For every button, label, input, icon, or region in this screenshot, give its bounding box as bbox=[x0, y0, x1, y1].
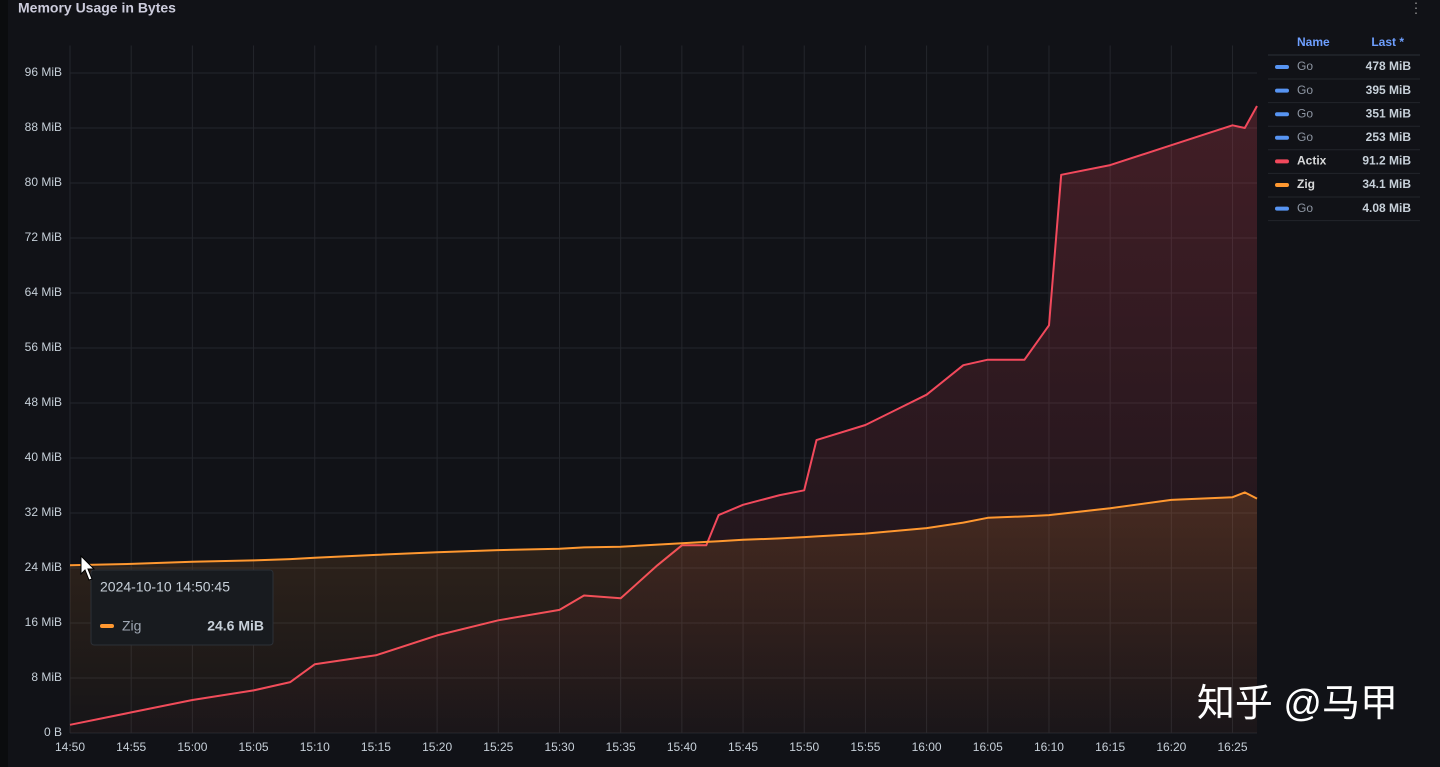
legend-name: Zig bbox=[1297, 177, 1315, 191]
x-tick-label: 15:00 bbox=[177, 740, 207, 754]
legend-header: Name bbox=[1297, 35, 1330, 49]
panel-title: Memory Usage in Bytes bbox=[18, 0, 176, 16]
x-tick-label: 15:55 bbox=[850, 740, 880, 754]
legend-swatch bbox=[1275, 183, 1289, 187]
x-tick-label: 16:15 bbox=[1095, 740, 1125, 754]
legend-last: 395 MiB bbox=[1366, 83, 1412, 97]
x-tick-label: 15:25 bbox=[483, 740, 513, 754]
x-tick-label: 15:50 bbox=[789, 740, 819, 754]
legend-swatch bbox=[1275, 88, 1289, 93]
x-tick-label: 14:50 bbox=[55, 740, 85, 754]
legend-swatch bbox=[1275, 159, 1289, 164]
x-tick-label: 15:45 bbox=[728, 740, 758, 754]
x-tick-label: 16:20 bbox=[1156, 740, 1186, 754]
legend-last: 478 MiB bbox=[1366, 59, 1412, 73]
x-tick-label: 16:00 bbox=[912, 740, 942, 754]
x-tick-label: 15:40 bbox=[667, 740, 697, 754]
legend-name: Actix bbox=[1297, 154, 1327, 168]
legend-name: Go bbox=[1297, 83, 1313, 97]
tooltip: 2024-10-10 14:50:45 Zig 24.6 MiB bbox=[90, 569, 274, 646]
y-tick-label: 88 MiB bbox=[25, 120, 62, 134]
y-tick-label: 96 MiB bbox=[25, 65, 62, 79]
x-tick-label: 15:35 bbox=[606, 740, 636, 754]
series-line bbox=[69, 491, 1258, 567]
y-tick-label: 24 MiB bbox=[25, 560, 62, 574]
x-tick-label: 15:15 bbox=[361, 740, 391, 754]
menu-icon[interactable]: ⋮ bbox=[1409, 0, 1423, 16]
legend-last: 91.2 MiB bbox=[1362, 154, 1411, 168]
y-tick-label: 8 MiB bbox=[31, 670, 62, 684]
x-tick-label: 15:30 bbox=[544, 740, 574, 754]
x-tick-label: 15:10 bbox=[300, 740, 330, 754]
tooltip-time: 2024-10-10 14:50:45 bbox=[100, 579, 230, 595]
y-tick-label: 0 B bbox=[44, 725, 62, 739]
tooltip-value: 24.6 MiB bbox=[207, 618, 264, 634]
legend-swatch bbox=[1275, 65, 1289, 69]
watermark: 知乎 @马甲 bbox=[1197, 683, 1398, 725]
legend-last: 253 MiB bbox=[1366, 130, 1412, 144]
legend-header: Last * bbox=[1371, 35, 1404, 49]
x-tick-label: 14:55 bbox=[116, 740, 146, 754]
legend-last: 351 MiB bbox=[1366, 106, 1412, 120]
y-tick-label: 72 MiB bbox=[25, 230, 62, 244]
series-area bbox=[70, 492, 1257, 733]
y-tick-label: 80 MiB bbox=[25, 175, 62, 189]
y-tick-label: 56 MiB bbox=[25, 340, 62, 354]
legend-name: Go bbox=[1297, 201, 1313, 215]
y-tick-label: 32 MiB bbox=[25, 505, 62, 519]
x-tick-label: 15:20 bbox=[422, 740, 452, 754]
y-tick-label: 16 MiB bbox=[25, 615, 62, 629]
legend-swatch bbox=[1275, 112, 1289, 117]
legend-last: 4.08 MiB bbox=[1362, 201, 1411, 215]
tooltip-series: Zig bbox=[122, 618, 141, 634]
legend-name: Go bbox=[1297, 106, 1313, 120]
legend-name: Go bbox=[1297, 59, 1313, 73]
tooltip-swatch bbox=[100, 624, 114, 628]
y-tick-label: 64 MiB bbox=[25, 285, 62, 299]
legend-swatch bbox=[1275, 135, 1289, 140]
legend-last: 34.1 MiB bbox=[1362, 177, 1411, 191]
x-tick-label: 16:25 bbox=[1218, 740, 1248, 754]
legend-swatch bbox=[1275, 206, 1289, 211]
cursor bbox=[80, 554, 96, 581]
y-tick-label: 40 MiB bbox=[25, 450, 62, 464]
x-tick-label: 16:10 bbox=[1034, 740, 1064, 754]
y-tick-label: 48 MiB bbox=[25, 395, 62, 409]
x-tick-label: 16:05 bbox=[973, 740, 1003, 754]
x-tick-label: 15:05 bbox=[239, 740, 269, 754]
legend-name: Go bbox=[1297, 130, 1313, 144]
tooltip-box bbox=[90, 569, 274, 646]
